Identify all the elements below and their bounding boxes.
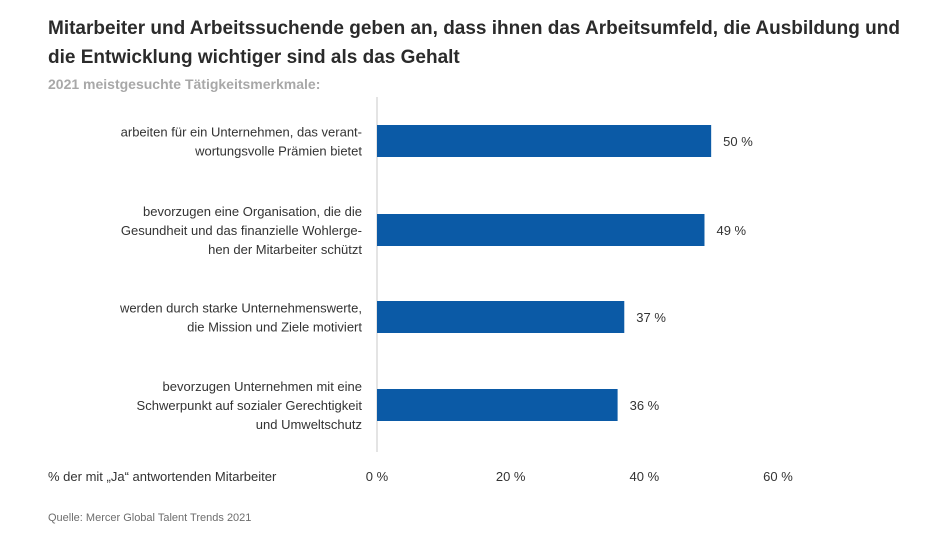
x-tick-label-3: 40 % xyxy=(630,469,660,484)
value-label-2: 49 % xyxy=(716,223,746,238)
category-labels-group: arbeiten für ein Unternehmen, das verant… xyxy=(119,125,362,433)
value-labels-group: 50 % 49 % 37 % 36 % xyxy=(630,134,754,413)
x-tick-label-4: 60 % xyxy=(763,469,793,484)
chart-title: Mitarbeiter und Arbeitssuchende geben an… xyxy=(48,18,900,68)
bar-1 xyxy=(377,125,712,157)
category-label-3: werden durch starke Unternehmenswerte, di… xyxy=(119,301,362,335)
bar-3 xyxy=(377,301,625,333)
bar-4 xyxy=(377,389,618,421)
x-tick-label-2: 20 % xyxy=(496,469,526,484)
x-axis-label: % der mit „Ja“ antwortenden Mitarbeiter xyxy=(48,469,277,484)
bars-group xyxy=(377,125,712,421)
source-note: Quelle: Mercer Global Talent Trends 2021 xyxy=(48,512,252,524)
chart-subtitle: 2021 meistgesuchte Tätigkeitsmerkmale: xyxy=(48,76,321,92)
bar-2 xyxy=(377,214,705,246)
value-label-3: 37 % xyxy=(636,310,666,325)
category-label-2: bevorzugen eine Organisation, die die Ges… xyxy=(121,204,363,257)
x-tick-labels-group: 0 % 20 % 40 % 60 % xyxy=(366,469,793,484)
value-label-4: 36 % xyxy=(630,398,660,413)
value-label-1: 50 % xyxy=(723,134,753,149)
category-label-4: bevorzugen Unternehmen mit eine Schwerpun… xyxy=(137,379,363,432)
x-tick-label-1: 0 % xyxy=(366,469,389,484)
category-label-1: arbeiten für ein Unternehmen, das verant… xyxy=(121,125,363,159)
